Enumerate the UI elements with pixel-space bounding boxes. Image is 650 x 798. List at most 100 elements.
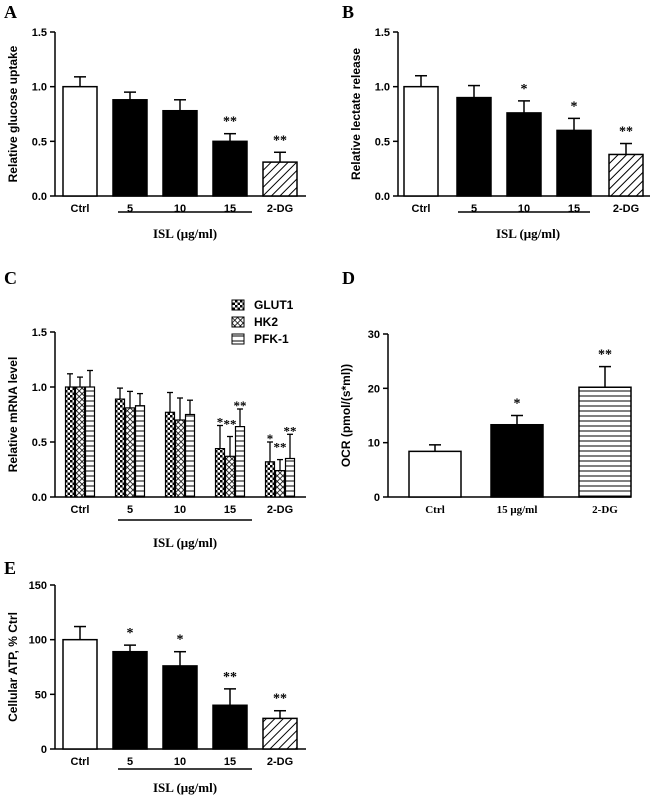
y-tick-label: 50 — [35, 689, 47, 701]
x-tick-label: 10 — [174, 504, 186, 516]
x-tick-label: 15 — [224, 203, 236, 215]
bar — [506, 112, 542, 197]
y-axis-label: Relative mRNA level — [6, 357, 20, 473]
panel-b: B 0.0 0.5 1.0 1.5 Relative lectate release Ctr… — [342, 2, 650, 241]
y-tick-label: 30 — [368, 329, 380, 341]
legend-label: HK2 — [254, 315, 278, 329]
y-tick-label: 1.0 — [375, 82, 390, 94]
y-tick-label: 1.0 — [32, 382, 47, 394]
legend-label: GLUT1 — [254, 298, 294, 312]
bar — [262, 717, 298, 750]
bar-hk2 — [174, 419, 186, 498]
bar-hk2 — [224, 455, 236, 498]
bar — [403, 85, 439, 197]
bar-glut1 — [264, 461, 276, 498]
bar — [456, 96, 492, 197]
x-tick-label: 2-DG — [267, 504, 293, 516]
bar — [262, 161, 298, 197]
x-tick-label: 2-DG — [613, 203, 639, 215]
y-tick-label: 1.5 — [375, 27, 390, 39]
y-axis-label: Relative glucose uptake — [6, 45, 20, 182]
x-tick-label: Ctrl — [71, 504, 90, 516]
bar — [62, 85, 98, 197]
y-tick-label: 1.5 — [32, 327, 47, 339]
significance-mark: * — [177, 633, 184, 648]
significance-mark: ** — [234, 398, 247, 413]
y-tick-label: 0.5 — [32, 136, 47, 148]
significance-mark: ** — [598, 348, 612, 363]
x-tick-label: 15 — [224, 504, 236, 516]
bar — [408, 450, 462, 498]
y-tick-label: 10 — [368, 438, 380, 450]
x-tick-label: Ctrl — [412, 203, 431, 215]
bar — [212, 140, 248, 197]
bar-glut1 — [64, 386, 76, 498]
significance-mark: ** — [273, 692, 287, 707]
significance-mark: * — [571, 99, 578, 114]
bar — [62, 638, 98, 750]
bar-hk2 — [124, 407, 136, 498]
significance-mark: * — [514, 397, 521, 412]
x-axis-label: ISL (μg/ml) — [153, 780, 217, 795]
significance-mark: * — [267, 431, 274, 446]
bar-hk2 — [274, 470, 286, 498]
x-tick-label: 5 — [127, 504, 133, 516]
y-axis-label: Cellular ATP, % Ctrl — [6, 612, 20, 722]
significance-mark: ** — [274, 440, 287, 455]
panel-letter: B — [342, 2, 354, 22]
legend-swatch — [231, 316, 245, 328]
bar — [162, 665, 198, 750]
bar-pfk-1 — [234, 426, 246, 498]
significance-mark: ** — [224, 417, 237, 432]
bar-glut1 — [114, 398, 126, 498]
significance-mark: ** — [284, 423, 297, 438]
panel-letter: D — [342, 268, 355, 288]
y-tick-label: 0 — [41, 744, 47, 756]
x-tick-label: 10 — [518, 203, 530, 215]
significance-mark: ** — [223, 115, 237, 130]
x-tick-label: 15 — [568, 203, 580, 215]
bar-pfk-1 — [184, 413, 196, 498]
significance-mark: * — [521, 82, 528, 97]
y-tick-label: 0.0 — [375, 191, 390, 203]
bar-pfk-1 — [84, 386, 96, 498]
x-tick-label: Ctrl — [71, 756, 90, 768]
x-tick-label: 5 — [127, 756, 133, 768]
y-tick-label: 0.5 — [32, 437, 47, 449]
significance-mark: ** — [273, 133, 287, 148]
x-axis-label: ISL (μg/ml) — [496, 226, 560, 241]
y-tick-label: 1.5 — [32, 27, 47, 39]
bar-glut1 — [214, 448, 226, 498]
y-tick-label: 150 — [29, 580, 47, 592]
bar — [556, 129, 592, 197]
y-axis-label: OCR (pmol/(s*ml)) — [339, 364, 353, 467]
bar — [112, 650, 148, 750]
y-tick-label: 0 — [374, 492, 380, 504]
significance-mark: * — [217, 415, 224, 430]
significance-mark: ** — [223, 670, 237, 685]
x-tick-label: 15 μg/ml — [497, 504, 538, 516]
x-tick-label: 2-DG — [267, 756, 293, 768]
significance-mark: ** — [619, 125, 633, 140]
legend-swatch — [231, 333, 245, 345]
y-axis-label: Relative lectate release — [349, 48, 363, 180]
bar — [490, 423, 544, 498]
panel-d: D 0 10 20 30 OCR (pmol/(s*ml)) Ctrl * 15 μg/ml **… — [339, 268, 632, 516]
significance-mark: * — [127, 626, 134, 641]
x-tick-label: 2-DG — [267, 203, 293, 215]
legend-swatch — [231, 299, 245, 311]
bar — [162, 109, 198, 197]
x-tick-label: 10 — [174, 756, 186, 768]
bar — [578, 386, 632, 498]
y-tick-label: 20 — [368, 383, 380, 395]
y-tick-label: 0.5 — [375, 136, 390, 148]
x-axis-label: ISL (μg/ml) — [153, 226, 217, 241]
y-tick-label: 100 — [29, 635, 47, 647]
panel-letter: A — [4, 2, 17, 22]
panel-letter: C — [4, 268, 17, 288]
x-tick-label: 2-DG — [592, 504, 618, 516]
bar — [608, 153, 644, 197]
x-tick-label: Ctrl — [425, 504, 445, 516]
y-tick-label: 0.0 — [32, 191, 47, 203]
